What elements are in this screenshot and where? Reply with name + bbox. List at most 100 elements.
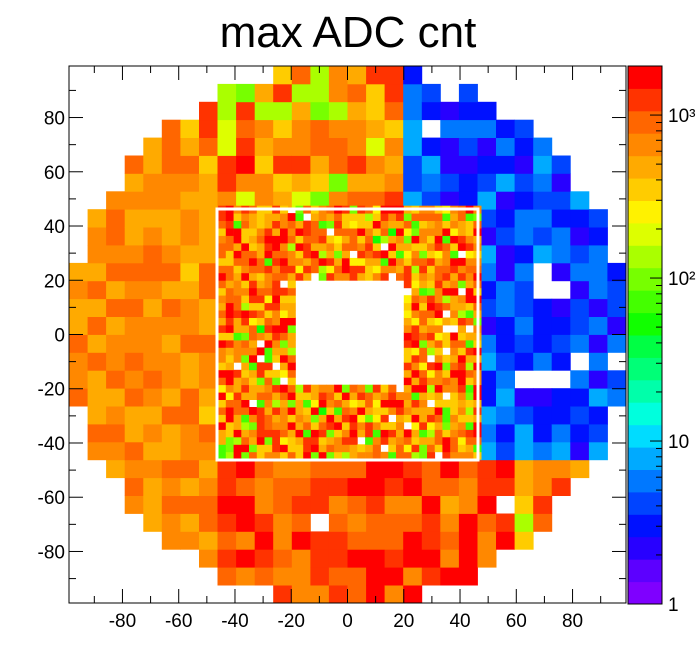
y-tick-label: 0 <box>54 326 65 347</box>
heatmap-cell <box>106 441 126 461</box>
heatmap-cell <box>349 444 358 453</box>
heatmap-cell <box>457 257 466 266</box>
heatmap-cell <box>458 567 478 586</box>
heatmap-cell <box>241 235 250 244</box>
heatmap-cell <box>457 302 466 311</box>
heatmap-cell <box>254 155 274 174</box>
heatmap-cell <box>442 444 451 453</box>
heatmap-cell <box>403 354 412 363</box>
heatmap-cell <box>225 392 234 400</box>
heatmap-cell <box>411 280 420 289</box>
heatmap-cell <box>161 352 181 371</box>
heatmap-cell <box>514 316 534 335</box>
heatmap-cell <box>303 235 312 244</box>
heatmap-cell <box>341 384 350 393</box>
heatmap-cell <box>421 495 441 514</box>
heatmap-cell <box>241 332 250 341</box>
heatmap-cell <box>465 272 474 281</box>
heatmap-cell <box>236 459 256 479</box>
heatmap-cell <box>318 422 327 430</box>
heatmap-cell <box>349 429 358 438</box>
heatmap-cell <box>457 317 466 326</box>
heatmap-cell <box>241 213 250 221</box>
heatmap-cell <box>264 422 273 430</box>
heatmap-cell <box>249 250 258 259</box>
heatmap-cell <box>233 399 242 408</box>
heatmap-cell <box>143 495 163 514</box>
heatmap-cell <box>588 280 608 300</box>
heatmap-cell <box>272 422 281 430</box>
heatmap-cell <box>106 280 126 300</box>
heatmap-cell <box>287 295 296 304</box>
heatmap-cell <box>357 407 366 415</box>
heatmap-cell <box>241 369 250 378</box>
heatmap-cell <box>388 213 397 221</box>
heatmap-cell <box>295 265 304 274</box>
heatmap-cell <box>310 191 330 210</box>
heatmap-cell <box>161 477 181 496</box>
heatmap-cell <box>533 245 553 264</box>
heatmap-cell <box>272 257 281 266</box>
heatmap-cell <box>256 213 265 221</box>
heatmap-cell <box>411 310 420 318</box>
heatmap-cell <box>180 441 200 461</box>
heatmap-cell <box>217 137 237 156</box>
heatmap-cell <box>264 250 273 259</box>
heatmap-cell <box>254 119 274 138</box>
heatmap-cell <box>225 332 234 341</box>
heatmap-cell <box>388 436 397 445</box>
heatmap-cell <box>143 209 163 228</box>
heatmap-cell <box>280 429 289 438</box>
heatmap-cell <box>124 441 144 461</box>
heatmap-cell <box>272 235 281 244</box>
heatmap-cell <box>273 83 293 103</box>
heatmap-cell <box>411 392 420 400</box>
heatmap-cell <box>287 436 296 445</box>
heatmap-cell <box>180 280 200 300</box>
heatmap-cell <box>607 388 627 407</box>
heatmap-cell <box>143 513 163 532</box>
heatmap-cell <box>236 191 256 210</box>
heatmap-cell <box>124 388 144 407</box>
heatmap-cell <box>124 298 144 317</box>
heatmap-cell <box>272 310 281 318</box>
heatmap-cell <box>403 280 412 289</box>
heatmap-cell <box>218 392 227 400</box>
heatmap-cell <box>514 406 534 425</box>
heatmap-cell <box>514 209 534 228</box>
heatmap-cell <box>254 173 274 192</box>
heatmap-cell <box>180 531 200 550</box>
heatmap-cell <box>180 406 200 425</box>
heatmap-cell <box>241 377 250 386</box>
heatmap-cell <box>241 317 250 326</box>
heatmap-cell <box>465 250 474 259</box>
x-tick-label: -20 <box>278 611 305 632</box>
heatmap-cell <box>124 495 144 514</box>
chart-title: max ADC cnt <box>219 8 477 57</box>
heatmap-cell <box>458 173 478 192</box>
heatmap-cell <box>225 339 234 348</box>
heatmap-cell <box>347 477 367 496</box>
heatmap-cell <box>264 332 273 341</box>
heatmap-cell <box>256 302 265 311</box>
heatmap-cell <box>328 567 348 586</box>
heatmap-cell <box>458 155 478 174</box>
heatmap-cell <box>357 235 366 244</box>
heatmap-cell <box>457 369 466 378</box>
heatmap-cell <box>334 220 343 229</box>
heatmap-cell <box>241 295 250 304</box>
heatmap-cell <box>440 191 460 210</box>
heatmap-cell <box>419 399 428 408</box>
heatmap-cell <box>291 477 311 496</box>
heatmap-cell <box>69 280 88 300</box>
heatmap-cell <box>143 262 163 282</box>
heatmap-cell <box>411 272 420 281</box>
heatmap-cell <box>349 392 358 400</box>
heatmap-cell <box>273 155 293 174</box>
heatmap-cell <box>233 392 242 400</box>
heatmap-cell <box>419 451 428 460</box>
heatmap-cell <box>233 422 242 430</box>
heatmap-cell <box>341 429 350 438</box>
heatmap-cell <box>310 119 330 138</box>
heatmap-cell <box>233 332 242 341</box>
